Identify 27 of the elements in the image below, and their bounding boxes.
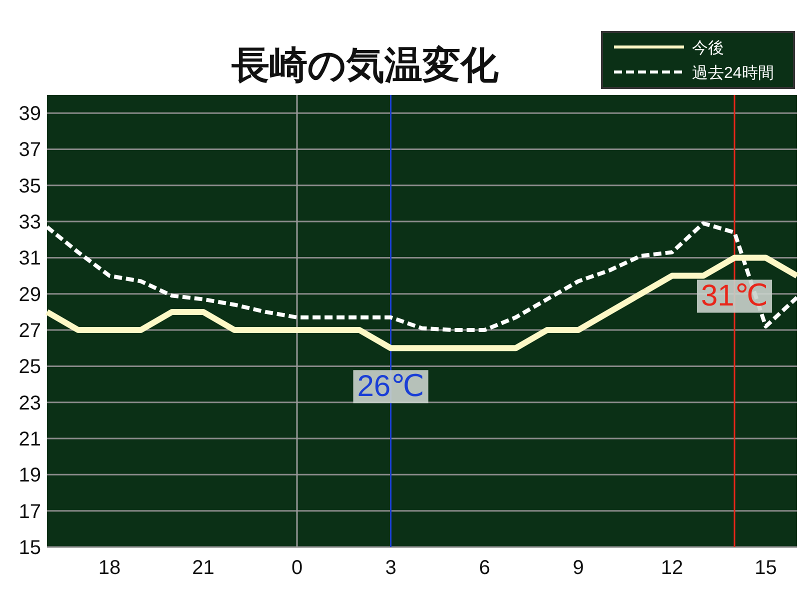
y-tick-label: 23	[18, 392, 41, 414]
y-tick-label: 37	[18, 139, 41, 162]
x-tick-label: 21	[192, 557, 214, 579]
y-tick-label: 17	[18, 500, 41, 523]
x-tick-label: 15	[754, 557, 777, 579]
x-tick-label: 0	[291, 557, 303, 579]
y-tick-label: 19	[18, 464, 41, 487]
x-tick-label: 18	[98, 557, 121, 579]
annotation: 31℃	[700, 280, 768, 313]
y-tick-label: 31	[18, 248, 41, 270]
chart-title: 長崎の気温変化	[230, 44, 500, 87]
x-tick-label: 9	[572, 557, 584, 579]
legend-label: 過去24時間	[692, 64, 774, 82]
y-tick-label: 15	[18, 537, 41, 559]
x-tick-label: 3	[385, 557, 396, 579]
y-tick-label: 21	[18, 428, 41, 451]
x-tick-label: 6	[478, 557, 490, 579]
y-tick-label: 25	[18, 356, 41, 378]
y-tick-label: 29	[18, 284, 41, 306]
line-series	[45, 221, 799, 332]
x-tick-label: 12	[660, 557, 684, 579]
y-tick-label: 33	[18, 212, 41, 234]
y-tick-label: 27	[18, 320, 41, 342]
y-tick-label: 35	[18, 175, 41, 198]
annotation: 26℃	[357, 370, 424, 404]
legend-label: 今後	[692, 39, 724, 57]
y-tick-label: 39	[18, 103, 41, 126]
